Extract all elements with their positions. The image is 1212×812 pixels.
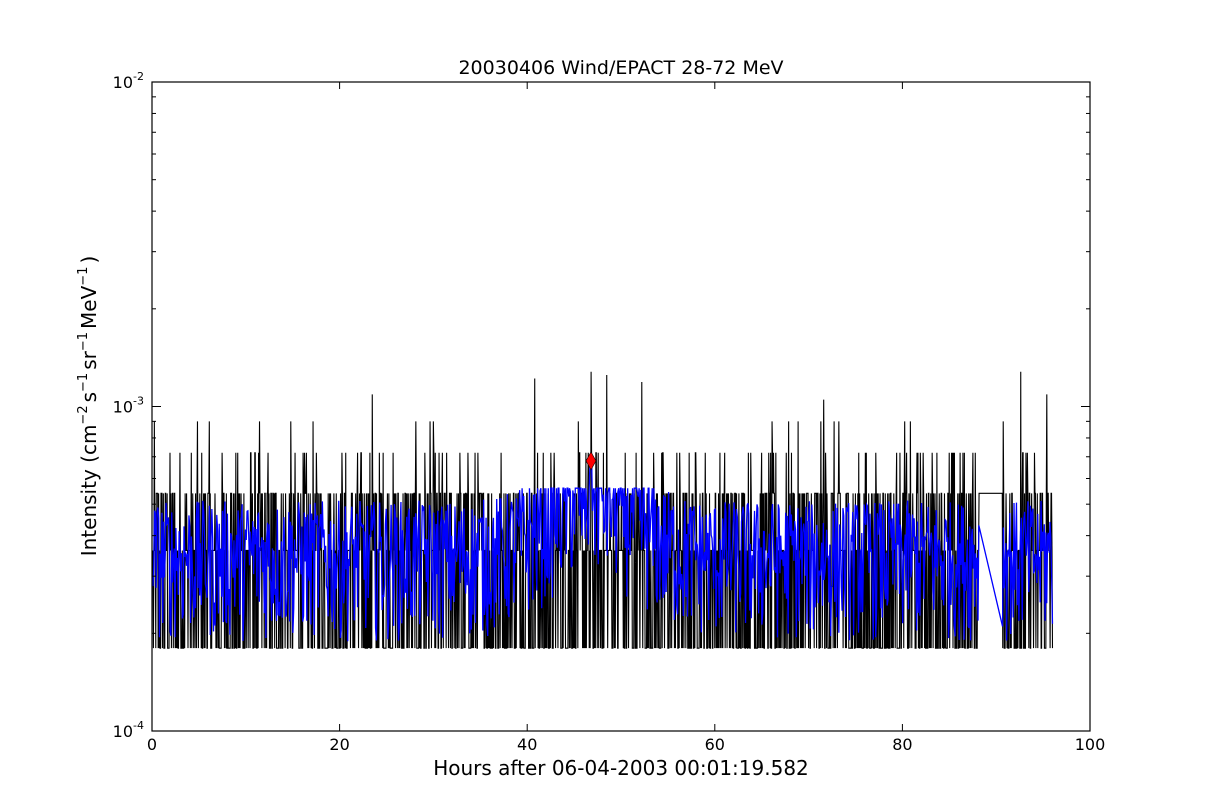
y-axis: 10-4 10-3 10-2 bbox=[113, 70, 1090, 741]
x-tick-label: 60 bbox=[705, 735, 725, 754]
x-axis: 0 20 40 60 80 100 bbox=[147, 82, 1105, 754]
x-axis-label: Hours after 06-04-2003 00:01:19.582 bbox=[433, 756, 809, 780]
y-axis-label: Intensity (cm−2s−1sr−1MeV−1) bbox=[76, 256, 101, 557]
y-tick-label: 10-2 bbox=[113, 70, 144, 92]
peak-marker bbox=[585, 451, 597, 471]
plot-series-group bbox=[152, 371, 1054, 649]
x-tick-label: 0 bbox=[147, 735, 157, 754]
y-tick-label: 10-4 bbox=[113, 719, 144, 741]
x-tick-label: 20 bbox=[329, 735, 349, 754]
x-tick-label: 80 bbox=[892, 735, 912, 754]
x-tick-label: 40 bbox=[517, 735, 537, 754]
y-tick-label: 10-3 bbox=[113, 395, 144, 417]
chart-title: 20030406 Wind/EPACT 28-72 MeV bbox=[458, 57, 783, 79]
x-tick-label: 100 bbox=[1075, 735, 1106, 754]
